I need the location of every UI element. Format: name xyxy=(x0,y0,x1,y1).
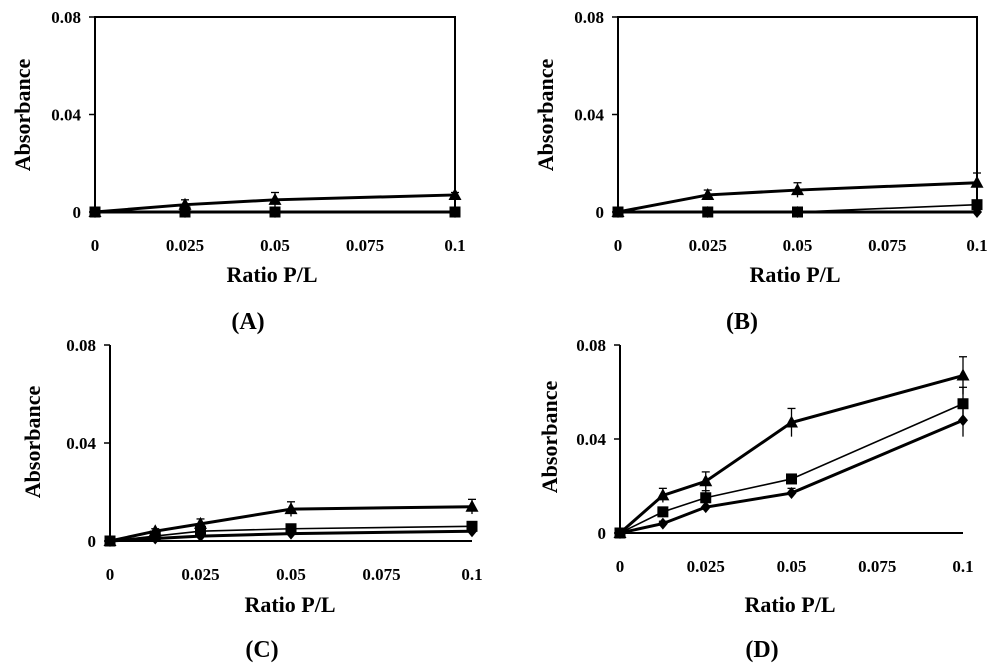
x-axis-title: Ratio P/L xyxy=(744,592,835,617)
data-point-diamond xyxy=(613,206,623,218)
data-point-diamond xyxy=(615,527,625,539)
data-point-triangle xyxy=(791,183,804,196)
y-axis-title: Absorbance xyxy=(537,381,562,494)
y-tick-label: 0.08 xyxy=(576,336,606,355)
y-tick-label: 0.08 xyxy=(574,8,604,27)
panel-label: (C) xyxy=(245,637,278,663)
x-tick-label: 0.1 xyxy=(444,236,465,255)
data-point-triangle xyxy=(284,502,298,515)
y-tick-label: 0 xyxy=(88,532,97,551)
data-point-diamond xyxy=(958,414,968,427)
data-point-diamond xyxy=(792,206,803,218)
y-tick-label: 0 xyxy=(598,524,607,543)
x-axis-title: Ratio P/L xyxy=(226,262,317,287)
x-axis-title: Ratio P/L xyxy=(749,262,840,287)
data-point-triangle xyxy=(465,499,479,512)
y-axis-title: Absorbance xyxy=(20,386,45,499)
data-point-diamond xyxy=(90,206,100,218)
x-tick-label: 0.025 xyxy=(689,236,727,255)
data-point-diamond xyxy=(702,206,713,218)
data-point-diamond xyxy=(150,532,161,545)
panel-a: Absorbance Ratio P/L (A) 0 0.04 0.08 0 0.025… xyxy=(10,8,466,335)
data-point-square xyxy=(786,473,797,485)
data-point-diamond xyxy=(972,206,982,218)
x-tick-label: 0.075 xyxy=(362,565,400,584)
y-tick-label: 0.04 xyxy=(51,106,81,125)
data-point-diamond xyxy=(657,517,668,530)
series-line-triangle xyxy=(617,181,978,214)
y-tick-label: 0 xyxy=(596,203,605,222)
y-tick-label: 0.04 xyxy=(574,106,604,125)
x-tick-label: 0.025 xyxy=(687,557,725,576)
x-tick-label: 0 xyxy=(614,236,623,255)
panel-c: Absorbance Ratio P/L (C) 0 0.04 0.08 0 0.025… xyxy=(20,336,483,663)
x-tick-label: 0.05 xyxy=(783,236,813,255)
x-axis-title: Ratio P/L xyxy=(244,592,335,617)
data-point-square xyxy=(700,492,712,504)
data-point-diamond xyxy=(270,206,280,218)
data-point-triangle xyxy=(656,488,670,501)
y-axis-title: Absorbance xyxy=(10,59,35,172)
y-tick-label: 0.04 xyxy=(66,434,96,453)
series-line-triangle xyxy=(94,193,456,214)
data-point-diamond xyxy=(700,501,711,514)
y-axis-title: Absorbance xyxy=(533,59,558,172)
x-tick-label: 0.1 xyxy=(966,236,987,255)
data-point-triangle xyxy=(448,187,462,200)
data-point-diamond xyxy=(180,206,190,218)
data-point-triangle xyxy=(785,415,798,428)
data-point-diamond xyxy=(450,206,460,218)
x-tick-label: 0.1 xyxy=(952,557,973,576)
panel-label: (A) xyxy=(231,309,264,335)
x-tick-label: 0 xyxy=(91,236,100,255)
x-tick-label: 0.075 xyxy=(346,236,384,255)
x-tick-label: 0.025 xyxy=(181,565,219,584)
data-point-diamond xyxy=(786,487,797,500)
y-tick-label: 0 xyxy=(73,203,82,222)
y-tick-label: 0.08 xyxy=(66,336,96,355)
data-point-triangle xyxy=(970,175,984,188)
panel-label: (D) xyxy=(745,637,778,663)
x-tick-label: 0.05 xyxy=(260,236,290,255)
data-point-diamond xyxy=(105,535,115,547)
x-tick-label: 0.05 xyxy=(276,565,306,584)
data-point-diamond xyxy=(467,525,477,538)
plot-frame xyxy=(94,16,456,213)
data-point-triangle xyxy=(701,187,715,200)
data-point-triangle xyxy=(268,192,282,205)
panel-d: Absorbance Ratio P/L (D) 0 0.04 0.08 0 0.025… xyxy=(537,336,974,663)
x-tick-label: 0 xyxy=(106,565,115,584)
x-tick-label: 0.1 xyxy=(461,565,482,584)
panel-b: Absorbance Ratio P/L (B) 0 0.04 0.08 0 0.025… xyxy=(533,8,988,335)
x-tick-label: 0 xyxy=(616,557,625,576)
x-tick-label: 0.075 xyxy=(868,236,906,255)
y-tick-label: 0.04 xyxy=(576,430,606,449)
x-tick-label: 0.025 xyxy=(166,236,204,255)
x-tick-label: 0.05 xyxy=(777,557,807,576)
x-tick-label: 0.075 xyxy=(858,557,896,576)
data-point-square xyxy=(971,199,983,211)
data-point-triangle xyxy=(699,474,713,487)
data-point-diamond xyxy=(195,530,206,543)
data-point-diamond xyxy=(286,527,296,540)
data-point-square xyxy=(657,506,669,518)
y-tick-label: 0.08 xyxy=(51,8,81,27)
panel-label: (B) xyxy=(726,309,758,335)
data-point-triangle xyxy=(956,368,970,381)
